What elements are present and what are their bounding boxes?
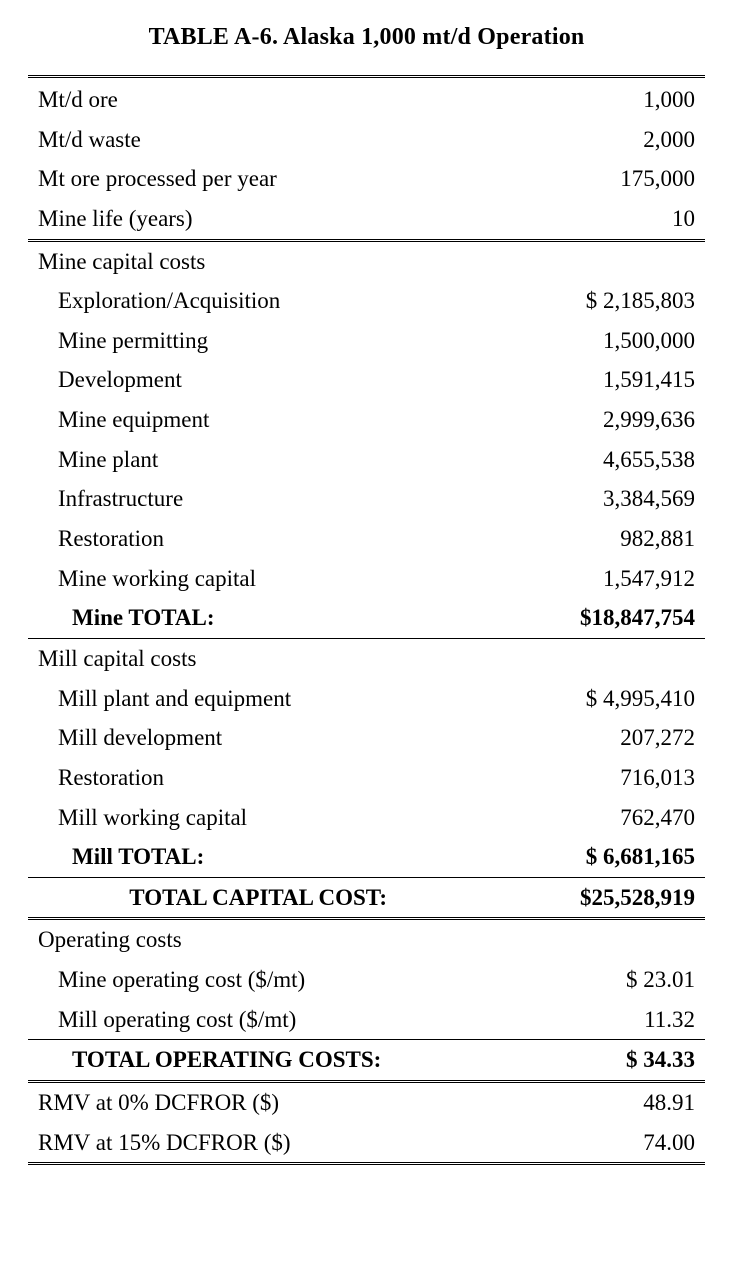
row-value: 10 bbox=[488, 199, 705, 240]
row-label: Mill working capital bbox=[28, 798, 488, 838]
row-label: Mine plant bbox=[28, 440, 488, 480]
row-value: 11.32 bbox=[488, 1000, 705, 1040]
subtotal-label: TOTAL OPERATING COSTS: bbox=[28, 1040, 488, 1081]
total-value: $25,528,919 bbox=[488, 878, 705, 919]
table-row: Mine permitting 1,500,000 bbox=[28, 321, 705, 361]
row-label: RMV at 0% DCFROR ($) bbox=[28, 1083, 488, 1123]
subtotal-row: Mine TOTAL: $18,847,754 bbox=[28, 598, 705, 638]
row-value: 4,655,538 bbox=[488, 440, 705, 480]
table-row: Mine operating cost ($/mt) $ 23.01 bbox=[28, 960, 705, 1000]
subtotal-row: Mill TOTAL: $ 6,681,165 bbox=[28, 837, 705, 877]
row-value: $ 2,185,803 bbox=[488, 281, 705, 321]
row-label: Infrastructure bbox=[28, 479, 488, 519]
total-row: TOTAL CAPITAL COST: $25,528,919 bbox=[28, 878, 705, 919]
row-label: Mt ore processed per year bbox=[28, 159, 488, 199]
table-row: Mt/d ore 1,000 bbox=[28, 78, 705, 120]
row-value: 762,470 bbox=[488, 798, 705, 838]
table-row: Mill working capital 762,470 bbox=[28, 798, 705, 838]
row-label: Mine life (years) bbox=[28, 199, 488, 240]
row-value: 2,999,636 bbox=[488, 400, 705, 440]
row-label: Exploration/Acquisition bbox=[28, 281, 488, 321]
row-value: 48.91 bbox=[488, 1083, 705, 1123]
row-label: Mill operating cost ($/mt) bbox=[28, 1000, 488, 1040]
table-row: Mine equipment 2,999,636 bbox=[28, 400, 705, 440]
table-row: Infrastructure 3,384,569 bbox=[28, 479, 705, 519]
table-row: Exploration/Acquisition $ 2,185,803 bbox=[28, 281, 705, 321]
table-row: Mill development 207,272 bbox=[28, 718, 705, 758]
row-label: Mine operating cost ($/mt) bbox=[28, 960, 488, 1000]
table-row: Mt ore processed per year 175,000 bbox=[28, 159, 705, 199]
row-label: Mt/d ore bbox=[28, 78, 488, 120]
section-header-row: Mine capital costs bbox=[28, 242, 705, 282]
row-label: Mt/d waste bbox=[28, 120, 488, 160]
table-row: RMV at 15% DCFROR ($) 74.00 bbox=[28, 1123, 705, 1164]
row-value: 982,881 bbox=[488, 519, 705, 559]
row-value: 2,000 bbox=[488, 120, 705, 160]
table-row: Mine working capital 1,547,912 bbox=[28, 559, 705, 599]
table-row: Mill plant and equipment $ 4,995,410 bbox=[28, 679, 705, 719]
row-label: Restoration bbox=[28, 519, 488, 559]
row-label: Mine permitting bbox=[28, 321, 488, 361]
row-label: Mine working capital bbox=[28, 559, 488, 599]
row-value: $ 4,995,410 bbox=[488, 679, 705, 719]
section-header: Operating costs bbox=[28, 920, 488, 960]
row-value: 175,000 bbox=[488, 159, 705, 199]
subtotal-label: Mine TOTAL: bbox=[28, 598, 488, 638]
subtotal-value: $ 34.33 bbox=[488, 1040, 705, 1081]
row-label: Restoration bbox=[28, 758, 488, 798]
table-row: Mt/d waste 2,000 bbox=[28, 120, 705, 160]
section-header-row: Operating costs bbox=[28, 920, 705, 960]
row-value: 1,547,912 bbox=[488, 559, 705, 599]
row-label: RMV at 15% DCFROR ($) bbox=[28, 1123, 488, 1164]
row-label: Mill plant and equipment bbox=[28, 679, 488, 719]
subtotal-value: $18,847,754 bbox=[488, 598, 705, 638]
subtotal-value: $ 6,681,165 bbox=[488, 837, 705, 877]
row-value: $ 23.01 bbox=[488, 960, 705, 1000]
row-value: 716,013 bbox=[488, 758, 705, 798]
table-row: Mine life (years) 10 bbox=[28, 199, 705, 240]
total-label: TOTAL CAPITAL COST: bbox=[28, 878, 488, 919]
row-value: 74.00 bbox=[488, 1123, 705, 1164]
section-header: Mine capital costs bbox=[28, 242, 488, 282]
table-row: Restoration 716,013 bbox=[28, 758, 705, 798]
table-row: RMV at 0% DCFROR ($) 48.91 bbox=[28, 1083, 705, 1123]
table-row: Mine plant 4,655,538 bbox=[28, 440, 705, 480]
section-header-row: Mill capital costs bbox=[28, 639, 705, 679]
row-value: 207,272 bbox=[488, 718, 705, 758]
row-value: 1,500,000 bbox=[488, 321, 705, 361]
subtotal-label: Mill TOTAL: bbox=[28, 837, 488, 877]
row-value: 1,000 bbox=[488, 78, 705, 120]
row-value: 3,384,569 bbox=[488, 479, 705, 519]
subtotal-row: TOTAL OPERATING COSTS: $ 34.33 bbox=[28, 1040, 705, 1081]
table-row: Development 1,591,415 bbox=[28, 360, 705, 400]
data-table: Mt/d ore 1,000 Mt/d waste 2,000 Mt ore p… bbox=[28, 75, 705, 1165]
table-row: Mill operating cost ($/mt) 11.32 bbox=[28, 1000, 705, 1040]
table-row: Restoration 982,881 bbox=[28, 519, 705, 559]
table-title: TABLE A-6. Alaska 1,000 mt/d Operation bbox=[28, 24, 705, 51]
row-label: Mine equipment bbox=[28, 400, 488, 440]
row-label: Mill development bbox=[28, 718, 488, 758]
row-value: 1,591,415 bbox=[488, 360, 705, 400]
section-header: Mill capital costs bbox=[28, 639, 488, 679]
row-label: Development bbox=[28, 360, 488, 400]
